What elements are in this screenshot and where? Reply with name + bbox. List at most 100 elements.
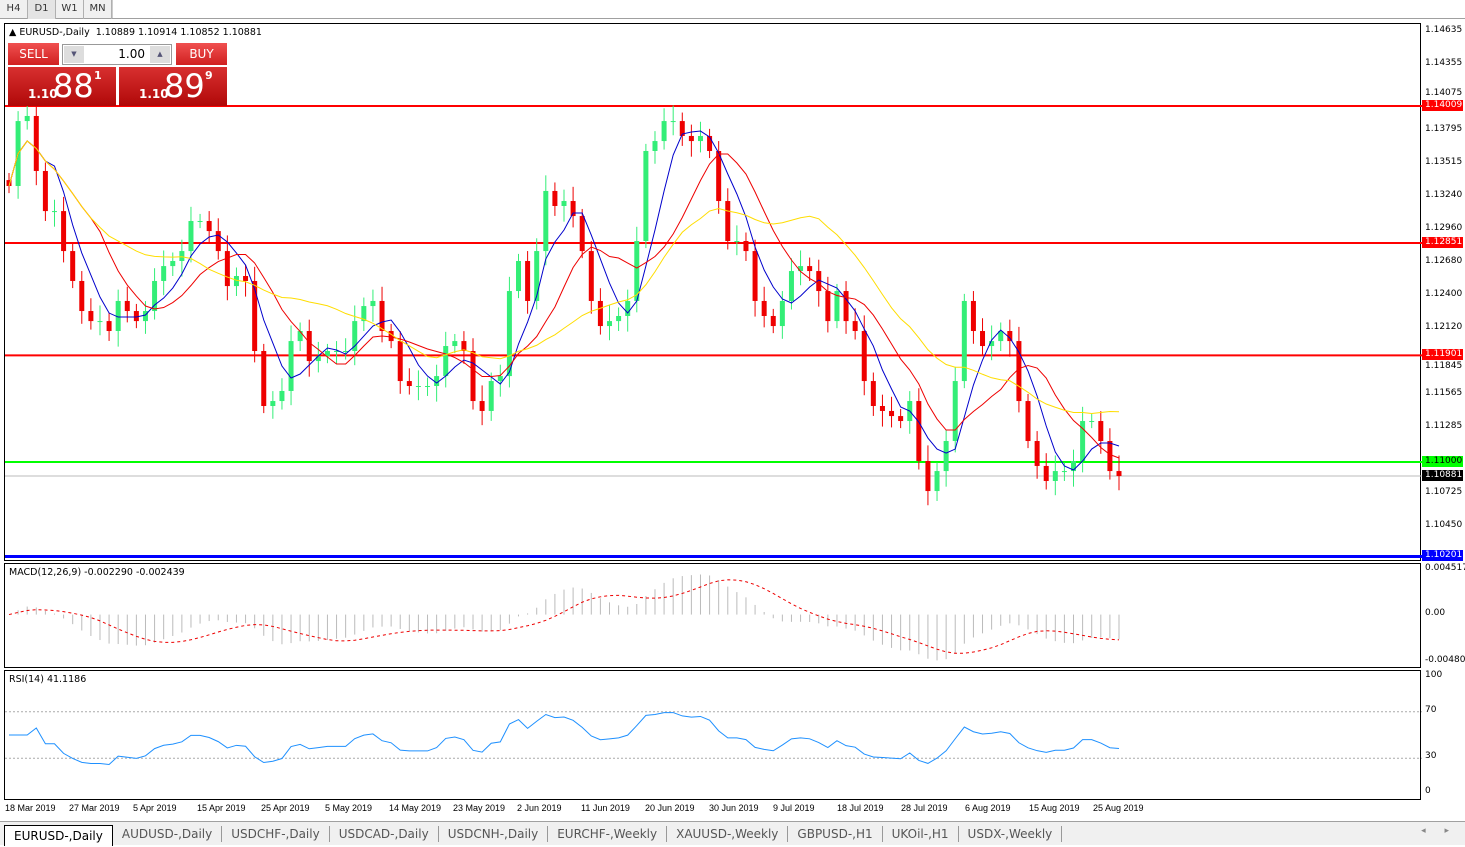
timeframe-toolbar: H4 D1 W1 MN <box>0 0 1465 19</box>
macd-canvas <box>8 574 1120 661</box>
rsi-canvas <box>5 711 1422 766</box>
chart-tab[interactable]: USDCAD-,Daily <box>330 825 439 842</box>
candle-body <box>1107 441 1113 472</box>
date-tick: 11 Jun 2019 <box>581 803 630 813</box>
date-tick: 15 Apr 2019 <box>197 803 246 813</box>
candle-body <box>1007 331 1013 342</box>
timeframe-h4[interactable]: H4 <box>0 0 28 19</box>
candle-body <box>1061 471 1067 473</box>
candle-body <box>452 341 458 347</box>
candle-body <box>334 351 340 353</box>
candle-body <box>707 135 713 151</box>
tab-scroll-arrows-icon[interactable]: ◂ ▸ <box>1421 826 1457 836</box>
date-tick: 28 Jul 2019 <box>901 803 948 813</box>
candle-body <box>42 170 48 212</box>
candle-body <box>716 150 722 202</box>
candle-body <box>1025 401 1031 442</box>
buy-button[interactable]: BUY <box>176 43 227 66</box>
chart-tab[interactable]: AUDUSD-,Daily <box>113 825 223 842</box>
candle-body <box>1016 341 1022 402</box>
one-click-trading-panel: SELL ▼ 1.00 ▲ BUY 1.10 88 1 1.10 89 9 <box>8 43 228 106</box>
ask-big: 89 <box>164 67 205 105</box>
candle-body <box>980 331 986 347</box>
candle-body <box>879 406 885 411</box>
date-tick: 18 Mar 2019 <box>5 803 56 813</box>
candle-body <box>97 321 103 323</box>
bid-price-box[interactable]: 1.10 88 1 <box>8 67 116 106</box>
date-tick: 6 Aug 2019 <box>965 803 1011 813</box>
chart-tab[interactable]: XAUUSD-,Weekly <box>667 825 789 842</box>
ma-slow-line <box>8 140 1120 415</box>
candle-body <box>552 190 558 206</box>
chart-tab[interactable]: USDCNH-,Daily <box>439 825 549 842</box>
candle-body <box>898 416 904 422</box>
lot-increase-icon[interactable]: ▲ <box>150 46 170 63</box>
candle-body <box>961 300 967 382</box>
candle-body <box>606 321 612 327</box>
date-tick: 18 Jul 2019 <box>837 803 884 813</box>
date-tick: 25 Apr 2019 <box>261 803 310 813</box>
candle-body <box>197 221 203 223</box>
price-line-tag: 1.11901 <box>1422 349 1463 361</box>
chart-tab[interactable]: EURCHF-,Weekly <box>548 825 668 842</box>
candle-body <box>1080 421 1086 462</box>
rsi-tick: 100 <box>1425 670 1443 680</box>
chart-tab[interactable]: USDCHF-,Daily <box>222 825 330 842</box>
price-tick: 1.12960 <box>1425 223 1463 234</box>
candle-body <box>925 461 931 492</box>
price-chart[interactable]: ▲ EURUSD-,Daily 1.10889 1.10914 1.10852 … <box>4 23 1422 561</box>
candle-body <box>725 201 731 242</box>
date-tick: 15 Aug 2019 <box>1029 803 1080 813</box>
ask-price-box[interactable]: 1.10 89 9 <box>119 67 227 106</box>
candle-body <box>370 300 376 307</box>
chart-tab[interactable]: USDX-,Weekly <box>959 825 1063 842</box>
lot-decrease-icon[interactable]: ▼ <box>64 46 84 63</box>
timeframe-d1[interactable]: D1 <box>28 0 56 19</box>
rsi-panel[interactable]: RSI(14) 41.1186 <box>4 670 1422 800</box>
candle-body <box>243 276 249 281</box>
chart-tab[interactable]: UKOil-,H1 <box>883 825 959 842</box>
candle-body <box>1089 421 1095 423</box>
macd-tick: 0.00 <box>1425 607 1446 618</box>
candle-body <box>270 401 276 407</box>
timeframe-w1[interactable]: W1 <box>56 0 84 19</box>
candle-body <box>306 331 312 362</box>
candle-body <box>224 251 230 287</box>
candle-body <box>161 266 167 281</box>
price-tick: 1.13515 <box>1425 157 1463 168</box>
collapse-arrow-icon[interactable]: ▲ <box>9 27 17 38</box>
price-axis[interactable]: 1.14009 1.12851 1.11901 1.11000 1.10201 1.108… <box>1421 20 1465 800</box>
bid-big: 88 <box>53 67 94 105</box>
chart-tabs: EURUSD-,Daily AUDUSD-,Daily USDCHF-,Daily U… <box>0 821 1465 846</box>
candle-body <box>970 300 976 332</box>
price-tick: 1.14635 <box>1425 25 1463 35</box>
candle-body <box>734 241 740 243</box>
lot-size-input[interactable]: ▼ 1.00 ▲ <box>62 44 172 65</box>
candle-body <box>661 121 667 142</box>
candle-body <box>361 306 367 322</box>
candle-body <box>688 135 694 142</box>
candle-body <box>415 386 421 388</box>
chart-tab[interactable]: GBPUSD-,H1 <box>788 825 883 842</box>
price-chart-canvas <box>5 100 1422 558</box>
candle-body <box>561 201 567 206</box>
candle-body <box>570 201 576 217</box>
candle-body <box>534 251 540 301</box>
candle-body <box>506 291 512 377</box>
candle-body <box>697 135 703 142</box>
rsi-tick: 0 <box>1425 786 1431 796</box>
price-line-tag: 1.12851 <box>1422 237 1463 248</box>
candle-body <box>516 260 522 292</box>
macd-panel[interactable]: MACD(12,26,9) -0.002290 -0.002439 <box>4 563 1421 668</box>
sell-button[interactable]: SELL <box>8 43 59 66</box>
chart-tab[interactable]: EURUSD-,Daily <box>4 824 113 846</box>
price-tick: 1.12120 <box>1425 322 1463 333</box>
candle-body <box>70 251 76 281</box>
timeframe-mn[interactable]: MN <box>84 0 112 19</box>
candle-body <box>6 180 12 187</box>
candle-body <box>1098 421 1104 442</box>
candle-body <box>434 376 440 387</box>
date-tick: 2 Jun 2019 <box>517 803 562 813</box>
candle-body <box>634 241 640 301</box>
candle-body <box>324 351 330 357</box>
